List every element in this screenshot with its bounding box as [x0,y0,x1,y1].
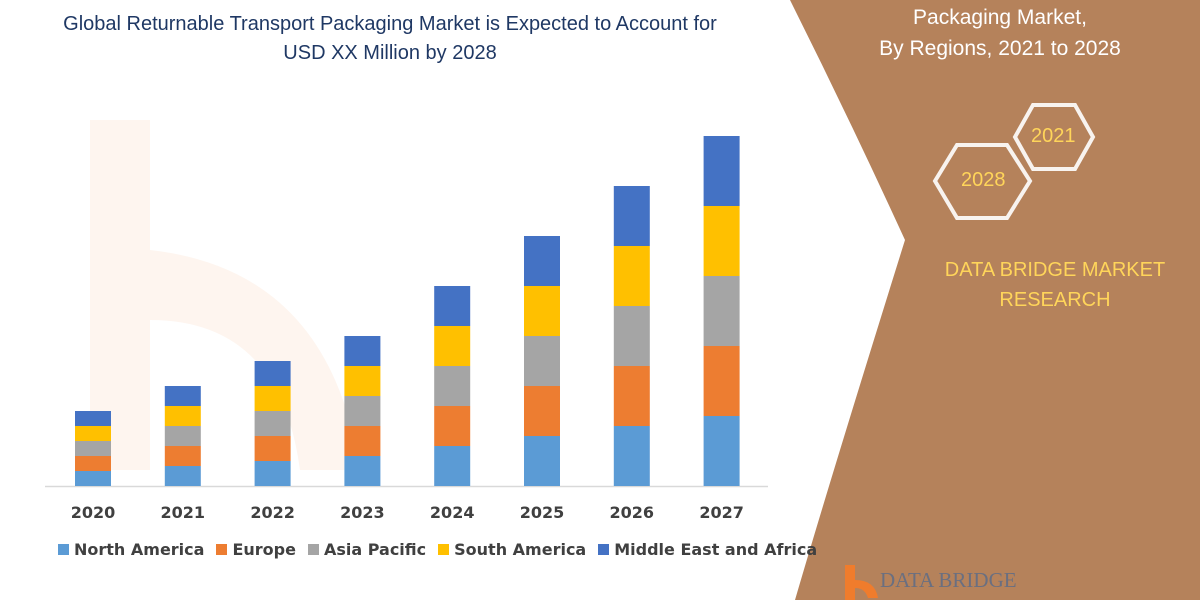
legend-swatch [216,544,228,555]
hex-2028-label: 2028 [961,169,1006,191]
bar-segment-2023-europe [344,426,381,456]
hex-2028-outline [932,143,1033,220]
bar-segment-2025-south-america [524,286,560,336]
x-tick-label: 2020 [71,503,116,522]
hex-2021-label: 2021 [1031,125,1076,147]
legend-item: Asia Pacific [307,540,427,559]
bar-segment-2020-asia-pacific [75,441,111,456]
bar-segment-2027-asia-pacific [703,276,740,346]
bar-segment-2020-middle-east-and-africa [75,411,111,426]
bar-segment-2027-south-america [703,206,740,276]
bar-segment-2022-south-america [254,386,291,411]
bar-segment-2024-north-america [434,446,471,486]
legend-item: South America [438,540,586,559]
bar-segment-2025-asia-pacific [524,336,560,386]
legend-swatch [307,544,319,555]
legend: North America Europe Asia Pacific South Ame… [58,540,817,559]
bar-segment-2026-south-america [613,246,650,306]
legend-label: Middle East and Africa [614,540,818,559]
bar-segment-2023-north-america [344,456,381,486]
bar-segment-2027-north-america [703,416,740,486]
x-tick-label: 2026 [610,503,655,522]
bar-segment-2022-europe [254,436,291,461]
brand-text: DATA BRIDGE MARKET RESEARCH [944,259,1166,311]
legend-label: Asia Pacific [323,540,427,559]
bar-segment-2024-europe [434,406,471,446]
bar-segment-2027-middle-east-and-africa [703,136,740,206]
bar-segment-2021-north-america [164,466,201,486]
x-tick-label: 2023 [340,503,385,522]
side-panel-shape [790,0,1200,600]
side-title-line2: By Regions, 2021 to 2028 [879,37,1121,60]
bar-segment-2021-asia-pacific [164,426,201,446]
legend-swatch [438,544,450,555]
chart-title: Global Returnable Transport Packaging Ma… [63,13,717,64]
footer-logo-icon [845,565,878,600]
bar-segment-2023-middle-east-and-africa [344,336,381,366]
bar-segment-2021-middle-east-and-africa [164,386,201,406]
bar-segment-2021-europe [164,446,201,466]
stacked-bar-chart: 2020 2021 2022 2023 2024 2025 2026 2027 [45,136,768,522]
bar-segment-2022-north-america [254,461,291,486]
bar-segment-2025-north-america [524,436,560,486]
legend-label: South America [454,540,587,559]
x-tick-label: 2025 [520,503,565,522]
bar-segment-2026-europe [613,366,650,426]
bar-segment-2020-north-america [75,471,111,486]
watermark-logo [90,120,360,470]
bar-segment-2024-south-america [434,326,471,366]
legend-item: Europe [216,540,296,559]
bar-segment-2022-asia-pacific [254,411,291,436]
legend-item: Middle East and Africa [598,540,817,559]
bar-segment-2020-europe [75,456,111,471]
bar-segment-2022-middle-east-and-africa [254,361,291,386]
bar-segment-2023-asia-pacific [344,396,381,426]
bar-segment-2025-middle-east-and-africa [524,236,560,286]
hex-2021-outline [1012,103,1096,171]
x-tick-label: 2022 [250,503,295,522]
legend-label: North America [74,540,205,559]
bar-segment-2021-south-america [164,406,201,426]
legend-item: North America [58,540,204,559]
bar-segment-2025-europe [524,386,560,436]
side-title-line1: Packaging Market, [913,6,1087,29]
legend-swatch [58,544,69,555]
bar-segment-2024-middle-east-and-africa [434,286,471,326]
bar-segment-2026-north-america [613,426,650,486]
x-tick-label: 2024 [430,503,475,522]
bar-segment-2023-south-america [344,366,381,396]
bar-segment-2024-asia-pacific [434,366,471,406]
bar-segment-2027-europe [703,346,740,416]
x-tick-label: 2021 [161,503,206,522]
bar-segment-2026-asia-pacific [613,306,650,366]
legend-label: Europe [232,540,296,559]
legend-swatch [598,544,610,555]
x-tick-label: 2027 [699,503,744,522]
bar-segment-2026-middle-east-and-africa [613,186,650,246]
bar-segment-2020-south-america [75,426,111,441]
footer-logo-text: DATA BRIDGE [880,568,1017,592]
